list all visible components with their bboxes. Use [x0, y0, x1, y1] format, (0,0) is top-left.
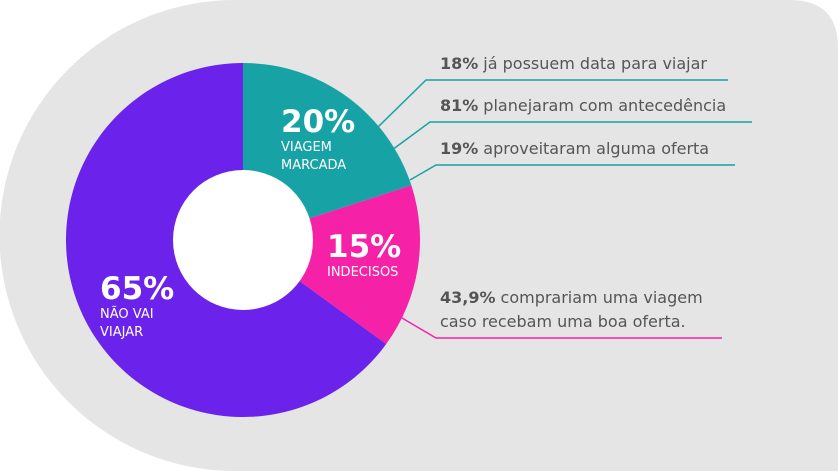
annotation-text: aproveitaram alguma oferta: [483, 139, 710, 158]
annotation-text: comprariam uma viagem caso recebam uma b…: [440, 288, 703, 331]
annotation: 19% aproveitaram alguma oferta: [440, 137, 709, 161]
slice: [243, 185, 420, 345]
value-label: 15%: [327, 229, 402, 265]
category-label: VIAGEM MARCADA: [281, 140, 347, 173]
donut-hole: [173, 170, 313, 310]
value-label: 20%: [281, 104, 356, 140]
annotation-highlight: 19%: [440, 139, 479, 158]
annotation-highlight: 18%: [440, 54, 479, 73]
annotation: 81% planejaram com antecedência: [440, 94, 726, 118]
annotation-highlight: 43,9%: [440, 288, 496, 307]
annotation-line: [377, 79, 728, 128]
annotation-text: já possuem data para viajar: [483, 54, 708, 73]
annotation-line: [391, 121, 752, 151]
annotation-highlight: 81%: [440, 96, 479, 115]
annotation: 43,9% comprariam uma viagem caso recebam …: [440, 286, 740, 334]
value-label: 65%: [100, 271, 175, 307]
annotation: 18% já possuem data para viajar: [440, 52, 707, 76]
annotation-line: [409, 164, 735, 181]
category-label: NÃO VAI VIAJAR: [100, 307, 154, 340]
annotation-line: [401, 317, 722, 339]
annotation-text: planejaram com antecedência: [483, 96, 727, 115]
category-label: INDECISOS: [327, 265, 399, 280]
